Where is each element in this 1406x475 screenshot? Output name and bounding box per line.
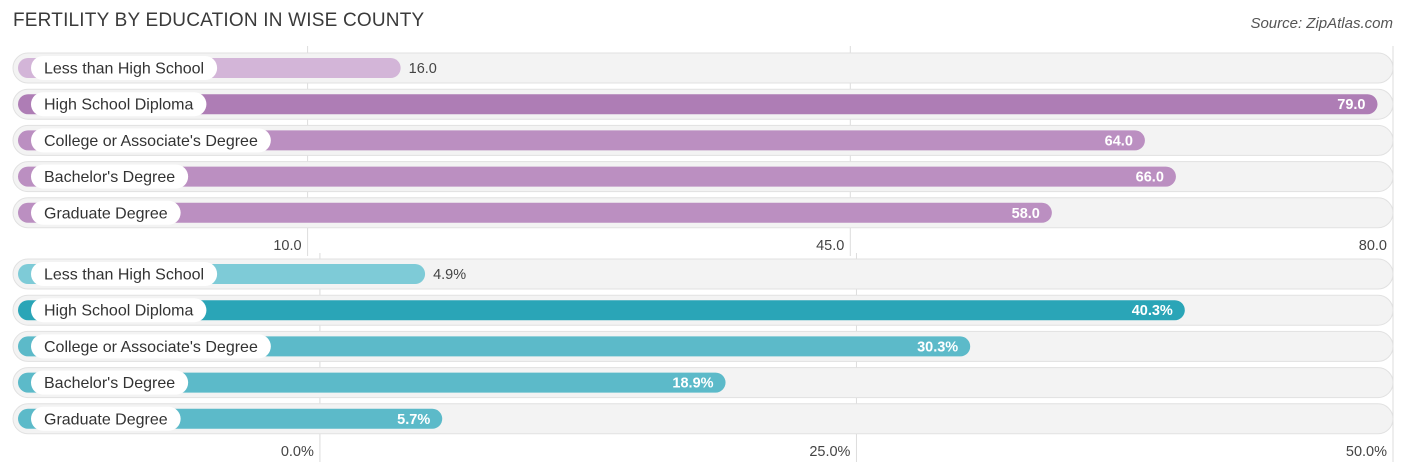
category-label-pill <box>31 200 181 225</box>
value-label: 64.0 <box>1105 133 1133 149</box>
value-label: 4.9% <box>433 267 466 283</box>
category-label-pill <box>31 334 271 359</box>
value-label: 5.7% <box>397 412 430 428</box>
tick-label: 50.0% <box>1346 444 1387 460</box>
category-label-pill <box>31 298 207 323</box>
value-label: 66.0 <box>1136 170 1164 186</box>
category-label: Graduate Degree <box>44 205 168 222</box>
bar <box>18 202 1052 223</box>
chart-panel-1: Less than High School 16.0 High School Dip… <box>12 46 1394 256</box>
category-label-pill <box>31 370 189 395</box>
value-label: 18.9% <box>672 376 713 392</box>
value-label: 16.0 <box>409 61 437 77</box>
category-label: Bachelor's Degree <box>44 375 175 392</box>
category-label-pill <box>31 56 218 80</box>
tick-label: 25.0% <box>809 444 850 460</box>
category-label-pill <box>31 92 207 117</box>
tick-label: 0.0% <box>281 444 314 460</box>
category-label: College or Associate's Degree <box>44 339 258 356</box>
category-label-pill <box>31 128 271 153</box>
category-label-pill <box>31 164 189 189</box>
category-label: High School Diploma <box>44 303 194 320</box>
source-note: Source: ZipAtlas.com <box>1250 15 1393 32</box>
category-label: High School Diploma <box>44 97 194 114</box>
tick-label: 45.0 <box>816 238 844 254</box>
chart-panel-2: Less than High School 4.9% High School Dip… <box>12 253 1394 462</box>
category-label: Less than High School <box>44 267 204 284</box>
bar <box>18 300 1185 321</box>
value-label: 58.0 <box>1012 206 1040 222</box>
category-label-pill <box>31 406 181 431</box>
category-label-pill <box>31 262 218 286</box>
value-label: 30.3% <box>917 339 958 355</box>
category-label: Bachelor's Degree <box>44 169 175 186</box>
value-label: 79.0 <box>1337 97 1365 113</box>
bar <box>18 166 1176 187</box>
chart-title: FERTILITY BY EDUCATION IN WISE COUNTY <box>13 10 425 31</box>
value-label: 40.3% <box>1132 303 1173 319</box>
category-label: Graduate Degree <box>44 411 168 428</box>
bar <box>18 130 1145 151</box>
tick-label: 80.0 <box>1359 238 1387 254</box>
category-label: College or Associate's Degree <box>44 133 258 150</box>
bar <box>18 372 726 393</box>
tick-label: 10.0 <box>273 238 301 254</box>
bar <box>18 94 1378 115</box>
category-label: Less than High School <box>44 61 204 78</box>
